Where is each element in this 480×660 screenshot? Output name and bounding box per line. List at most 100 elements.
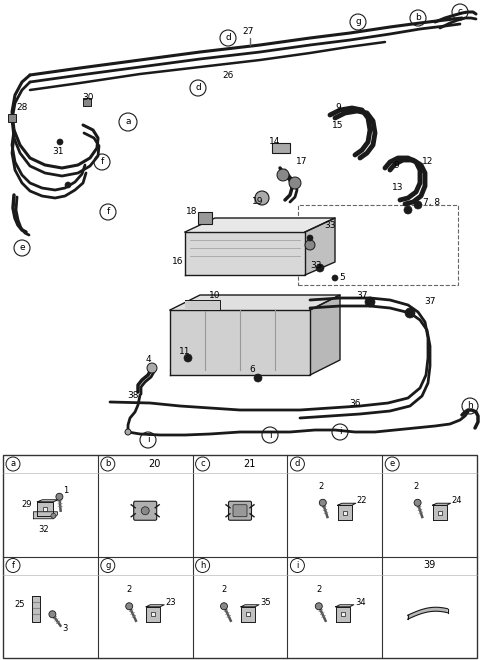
Text: a: a	[11, 459, 15, 469]
Text: 7, 8: 7, 8	[423, 197, 441, 207]
Text: 11: 11	[179, 348, 191, 356]
Text: h: h	[467, 401, 473, 411]
Circle shape	[147, 363, 157, 373]
Bar	[43, 507, 48, 511]
Text: e: e	[19, 244, 25, 253]
Circle shape	[141, 507, 149, 515]
Text: 33: 33	[324, 220, 336, 230]
Polygon shape	[170, 310, 310, 375]
Text: 9: 9	[335, 104, 341, 112]
Text: 2: 2	[316, 585, 322, 594]
Text: 16: 16	[172, 257, 184, 267]
Text: e: e	[390, 459, 395, 469]
Text: 24: 24	[452, 496, 462, 506]
Text: 2: 2	[413, 482, 418, 491]
Text: 25: 25	[14, 600, 24, 609]
Text: g: g	[105, 561, 110, 570]
Text: g: g	[355, 18, 361, 26]
Polygon shape	[336, 605, 354, 607]
Polygon shape	[305, 218, 335, 275]
Polygon shape	[34, 512, 58, 519]
Circle shape	[56, 493, 63, 500]
Bar	[8, 114, 16, 122]
Polygon shape	[37, 502, 53, 515]
Circle shape	[277, 169, 289, 181]
Circle shape	[316, 264, 324, 272]
Polygon shape	[37, 500, 59, 502]
Text: 32: 32	[38, 525, 48, 534]
Text: 3: 3	[62, 624, 68, 633]
Circle shape	[57, 139, 63, 145]
Text: 22: 22	[357, 496, 367, 506]
Text: f: f	[100, 158, 104, 166]
Text: 15: 15	[332, 121, 344, 129]
Text: 36: 36	[349, 399, 361, 407]
Text: 29: 29	[21, 500, 31, 510]
Polygon shape	[432, 503, 451, 506]
Circle shape	[254, 374, 262, 382]
Text: b: b	[415, 13, 421, 22]
Circle shape	[220, 603, 228, 610]
Text: 30: 30	[82, 92, 94, 102]
Text: 17: 17	[296, 158, 308, 166]
Text: 33: 33	[310, 261, 322, 269]
Text: 27: 27	[242, 28, 254, 36]
Polygon shape	[185, 218, 335, 232]
Polygon shape	[241, 605, 259, 607]
Text: 6: 6	[249, 366, 255, 374]
Bar	[198, 212, 212, 224]
Polygon shape	[185, 232, 305, 275]
Text: 4: 4	[145, 356, 151, 364]
Polygon shape	[338, 503, 356, 506]
Circle shape	[49, 610, 56, 618]
Text: d: d	[295, 459, 300, 469]
Circle shape	[65, 182, 71, 188]
Circle shape	[414, 201, 422, 209]
Circle shape	[305, 240, 315, 250]
Text: 39: 39	[423, 560, 436, 570]
Polygon shape	[338, 506, 352, 520]
Text: 20: 20	[148, 459, 161, 469]
Circle shape	[236, 507, 244, 515]
Text: d: d	[225, 34, 231, 42]
Text: d: d	[195, 84, 201, 92]
Text: 1: 1	[63, 486, 69, 495]
Text: c: c	[200, 459, 205, 469]
Circle shape	[414, 499, 421, 506]
Bar	[343, 511, 347, 515]
Text: i: i	[296, 561, 299, 570]
Text: a: a	[125, 117, 131, 127]
Text: 38: 38	[127, 391, 139, 399]
Circle shape	[332, 275, 338, 281]
Polygon shape	[146, 607, 160, 622]
Text: 35: 35	[260, 598, 271, 607]
Text: c: c	[457, 7, 463, 16]
Text: 14: 14	[269, 137, 281, 147]
FancyBboxPatch shape	[228, 501, 252, 520]
Circle shape	[51, 513, 56, 518]
Bar	[3, 455, 477, 658]
Polygon shape	[146, 605, 164, 607]
Text: 18: 18	[186, 207, 198, 216]
Text: 26: 26	[222, 71, 234, 79]
Circle shape	[315, 603, 322, 610]
Text: 23: 23	[165, 598, 176, 607]
Circle shape	[184, 354, 192, 362]
Bar	[438, 511, 442, 515]
Text: f: f	[107, 207, 109, 216]
Text: 13: 13	[392, 183, 404, 193]
Polygon shape	[241, 607, 255, 622]
Text: 28: 28	[16, 104, 28, 112]
Polygon shape	[170, 295, 340, 310]
Circle shape	[125, 429, 131, 435]
Circle shape	[319, 499, 326, 506]
Polygon shape	[432, 506, 446, 520]
Text: h: h	[200, 561, 205, 570]
Bar	[341, 612, 345, 616]
Circle shape	[405, 308, 415, 318]
Polygon shape	[32, 596, 40, 622]
Polygon shape	[185, 300, 220, 310]
Circle shape	[126, 603, 132, 610]
Text: 12: 12	[422, 158, 434, 166]
Text: 21: 21	[243, 459, 256, 469]
